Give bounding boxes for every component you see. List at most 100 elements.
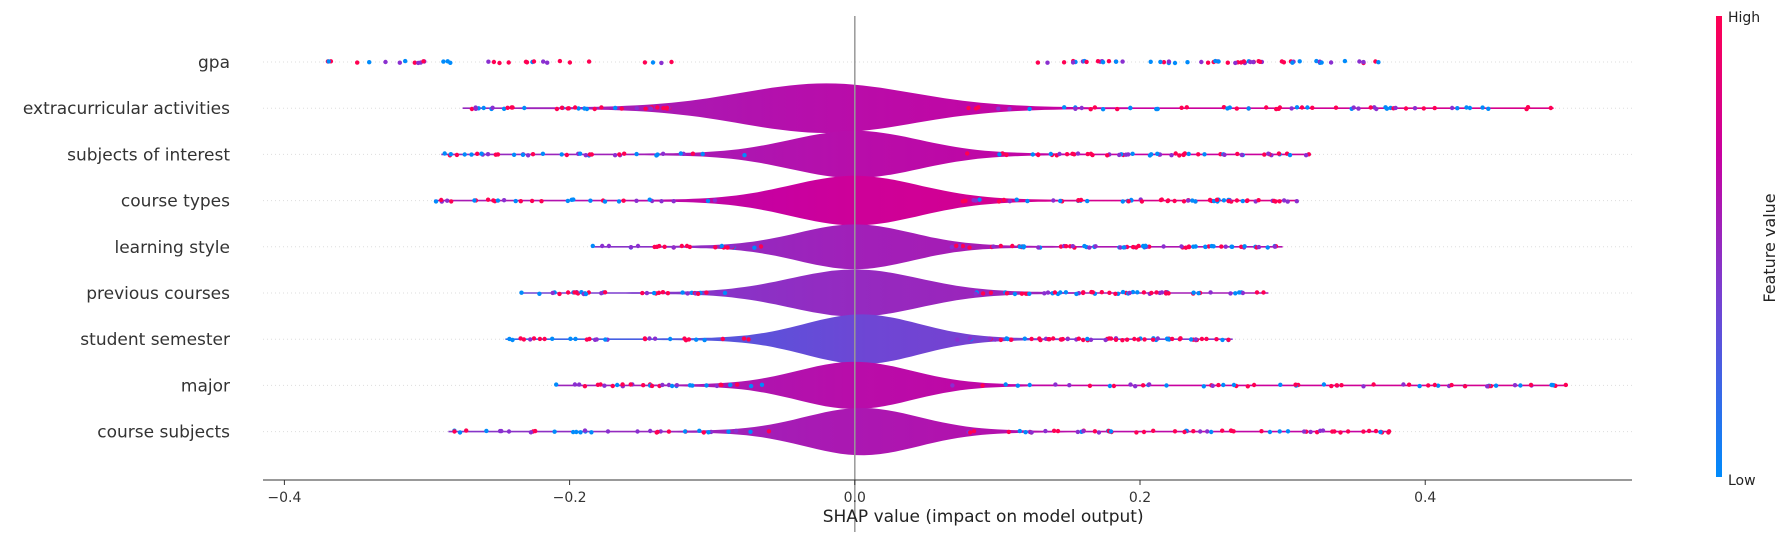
shap-point — [491, 59, 497, 65]
shap-point — [1239, 244, 1244, 249]
shap-point — [485, 197, 491, 202]
shap-point — [1234, 198, 1240, 203]
shap-point — [529, 198, 535, 204]
shap-point — [1149, 152, 1154, 157]
shap-point — [1151, 428, 1156, 433]
dots-layer — [325, 58, 1569, 435]
shap-point — [991, 244, 996, 249]
x-tick-label: −0.4 — [267, 490, 301, 506]
shap-point — [1004, 291, 1010, 296]
shap-point — [1426, 383, 1431, 388]
shap-point — [1287, 152, 1293, 158]
shap-point — [501, 198, 507, 203]
shap-point — [583, 291, 589, 297]
shap-point — [1216, 59, 1221, 64]
shap-point — [1293, 382, 1298, 387]
shap-point — [1108, 336, 1114, 341]
shap-point — [1058, 290, 1063, 295]
feature-label: subjects of interest — [67, 145, 230, 165]
shap-point — [1009, 337, 1014, 342]
shap-point — [1027, 382, 1032, 388]
shap-point — [1029, 430, 1034, 435]
shap-point — [610, 383, 615, 389]
shap-point — [661, 105, 666, 111]
shap-point — [1120, 289, 1126, 295]
shap-point — [1251, 382, 1257, 388]
shap-point — [592, 106, 597, 112]
shap-point — [495, 152, 501, 157]
shap-point — [511, 152, 517, 157]
shap-point — [1333, 105, 1339, 110]
shap-point — [1017, 244, 1022, 249]
shap-point — [1100, 107, 1106, 112]
x-tick-label: 0.2 — [1129, 490, 1151, 506]
shap-point — [965, 151, 970, 156]
shap-point — [442, 151, 447, 156]
shap-point — [1237, 290, 1242, 295]
shap-point — [528, 337, 533, 342]
shap-point — [1305, 105, 1310, 110]
shap-point — [1035, 60, 1041, 65]
shap-point — [506, 429, 512, 434]
shap-point — [665, 291, 671, 296]
shap-point — [522, 105, 527, 111]
shap-point — [1136, 337, 1141, 342]
shap-point — [1126, 152, 1131, 157]
shap-point — [647, 197, 652, 202]
shap-point — [643, 106, 648, 111]
feature-label: gpa — [198, 53, 230, 73]
shap-point — [1177, 153, 1182, 158]
shap-point — [1455, 106, 1460, 111]
shap-point — [1115, 106, 1120, 112]
shap-point — [1149, 290, 1154, 296]
shap-point — [559, 105, 565, 111]
shap-point — [655, 105, 660, 110]
shap-point — [1158, 59, 1163, 65]
shap-point — [1063, 244, 1069, 249]
shap-point — [1178, 336, 1183, 341]
shap-point — [1166, 59, 1172, 64]
feature-labels: gpa extracurricular activities subjects of… — [23, 53, 230, 443]
shap-point — [589, 430, 594, 435]
shap-point — [680, 290, 685, 295]
shap-point — [960, 243, 966, 249]
shap-point — [1221, 105, 1227, 110]
shap-point — [1386, 429, 1392, 434]
shap-point — [1294, 199, 1300, 204]
shap-point — [1007, 106, 1012, 112]
shap-point — [1051, 198, 1056, 203]
shap-point — [1357, 59, 1362, 64]
shap-point — [997, 152, 1002, 157]
shap-point — [971, 429, 977, 434]
shap-point — [687, 383, 693, 388]
shap-point — [1134, 430, 1139, 435]
shap-point — [1464, 105, 1469, 110]
shap-point — [722, 290, 728, 296]
shap-point — [702, 337, 707, 343]
shap-point — [1090, 290, 1096, 295]
shap-point — [1406, 382, 1412, 387]
shap-point — [1214, 197, 1220, 202]
shap-point — [469, 106, 475, 112]
shap-point — [574, 290, 579, 295]
shap-point — [576, 106, 581, 111]
shap-point — [537, 336, 543, 342]
shap-point — [998, 243, 1003, 249]
shap-point — [1184, 105, 1190, 110]
shap-point — [537, 291, 542, 296]
shap-point — [1181, 199, 1187, 204]
shap-point — [1248, 59, 1253, 65]
shap-point — [1065, 336, 1070, 342]
shap-point — [648, 106, 654, 111]
shap-point — [552, 429, 557, 434]
shap-point — [507, 336, 512, 342]
shap-point — [728, 382, 733, 388]
shap-point — [1140, 383, 1146, 388]
shap-point — [1319, 60, 1324, 65]
shap-point — [1185, 198, 1191, 203]
shap-point — [733, 428, 739, 434]
shap-point — [694, 337, 699, 342]
shap-point — [1067, 383, 1072, 388]
shap-point — [1204, 336, 1209, 342]
shap-point — [433, 199, 439, 204]
